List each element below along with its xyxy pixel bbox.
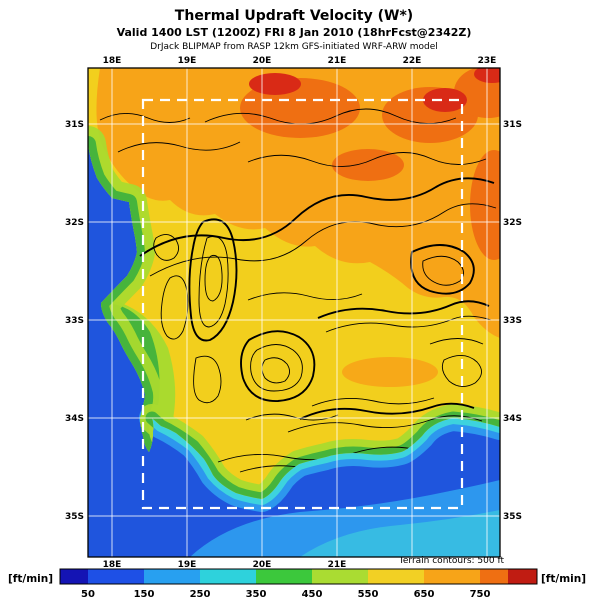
ocean-cyan-band [300,510,500,557]
colorbar-segment [60,569,88,584]
lon-tick-label: 21E [328,560,347,570]
colorbar-segment [144,569,200,584]
colorbar-label: 450 [302,589,323,600]
lat-tick-label: 35S [65,512,84,522]
lat-tick-label: 32S [65,218,84,228]
lat-labels-left: 31S 32S 33S 34S 35S [65,120,84,522]
lon-tick-label: 19E [178,56,197,66]
red-core [474,68,500,83]
lat-tick-label: 34S [65,414,84,424]
colorbar-segment [88,569,144,584]
lat-tick-label: 34S [503,414,522,424]
colorbar-border [59,568,538,585]
plot-frame [87,67,501,558]
colorbar-segment [368,569,424,584]
units-label-left: [ft/min] [8,573,53,585]
chart-title: Thermal Updraft Velocity (W*) [175,8,413,24]
lon-tick-label: 22E [403,56,422,66]
lat-tick-label: 31S [503,120,522,130]
deep-orange-blob [454,68,500,118]
colorbar-segment [480,569,508,584]
lon-tick-label: 20E [253,560,272,570]
lat-tick-label: 33S [503,316,522,326]
latlon-grid [88,68,500,557]
deep-orange-blob [332,149,404,181]
lon-tick-label: 20E [253,56,272,66]
units-label-right: [ft/min] [541,573,586,585]
lat-tick-label: 31S [65,120,84,130]
colorbar-label: 150 [134,589,155,600]
colorbar-label: 650 [414,589,435,600]
red-core [423,88,467,112]
chart-valid-time: Valid 1400 LST (1200Z) FRI 8 Jan 2010 (1… [117,26,472,39]
lon-tick-label: 21E [328,56,347,66]
colorbar-segment [508,569,537,584]
lat-tick-label: 32S [503,218,522,228]
model-domain-box [141,98,464,510]
lon-tick-label: 19E [178,560,197,570]
chart-model-info: DrJack BLIPMAP from RASP 12km GFS-initia… [150,42,438,52]
colorbar-segment [424,569,480,584]
colorbar: 50 150 250 350 450 550 650 750 [59,568,538,600]
lat-tick-label: 35S [503,512,522,522]
title-block: Thermal Updraft Velocity (W*) Valid 1400… [117,8,472,52]
colorbar-label: 50 [81,589,95,600]
lon-labels-top: 18E 19E 20E 21E 22E 23E [103,56,497,66]
lon-tick-label: 23E [478,56,497,66]
colorbar-label: 350 [246,589,267,600]
colorbar-segment [312,569,368,584]
colorbar-segment [256,569,312,584]
colorbar-label: 750 [470,589,491,600]
orange-blob [342,357,438,387]
colorbar-label: 550 [358,589,379,600]
lon-tick-label: 18E [103,56,122,66]
colorbar-label: 250 [190,589,211,600]
colorbar-segment [200,569,256,584]
map-plot-area [88,68,500,557]
lat-labels-right: 31S 32S 33S 34S 35S [503,120,522,522]
deep-orange-blob [470,150,500,260]
red-core [249,73,301,95]
terrain-contours-note: Terrain contours: 500 ft [398,556,505,566]
lon-tick-label: 18E [103,560,122,570]
lon-labels-bottom: 18E 19E 20E 21E [103,560,347,570]
lat-tick-label: 33S [65,316,84,326]
